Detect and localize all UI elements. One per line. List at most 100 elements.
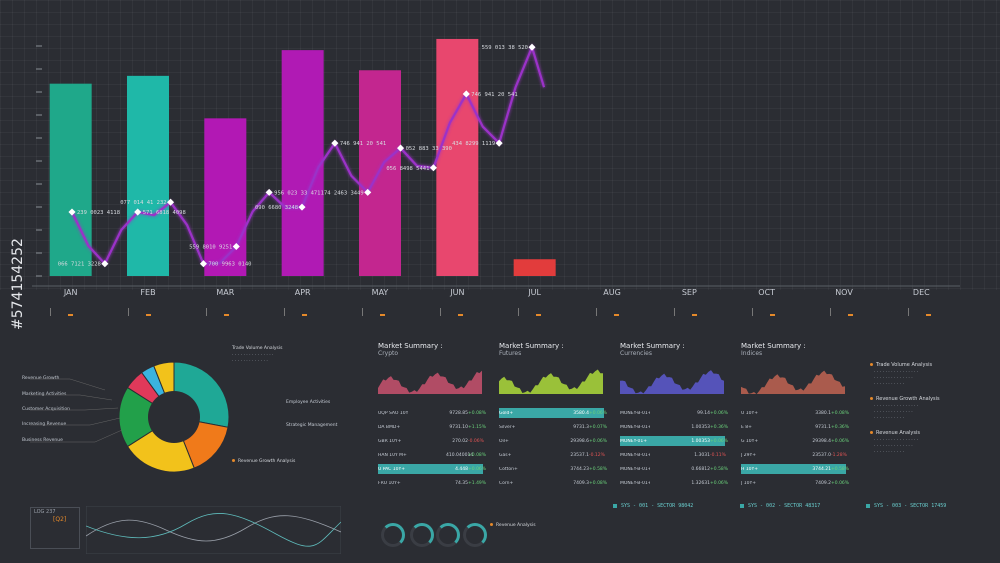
timeline-scrubber[interactable] [30,308,960,318]
month-label-sep: SEP [681,288,697,297]
pie-label-left: Marketing Activities [22,392,67,397]
progress-ring-1 [381,523,405,547]
trend-point [199,260,207,268]
market-summary-title: Market Summary : [378,342,443,350]
month-label-aug: AUG [603,288,621,297]
market-row-change: +0.08% [589,480,608,486]
market-summary-subtitle: Crypto [378,350,399,357]
market-row-change: +1.15% [468,424,487,430]
market-row-name: E 8+ [741,424,752,430]
pie-bottom-title: Revenue Growth Analysis [232,459,295,464]
market-row[interactable]: J 10Y+ 7409.2 +0.06% [741,478,850,488]
scrub-marker [926,314,931,316]
market-summary-panel: Market Summary : Currencies MONEY-B-01+ 99.… [620,342,730,492]
market-row-value: 23537.0 [812,452,831,458]
scrub-marker [146,314,151,316]
market-row[interactable]: U PAC 10Y+ 4.448 +0.06% [378,464,486,474]
mini-area-chart [620,370,724,394]
bar-mar[interactable] [204,118,247,276]
right-panel-text: · · · · · · · · · · · · · · · · · · · · ·… [874,438,919,455]
market-row[interactable]: MONEY-B-01+ 1.3031 -0.11% [620,450,726,460]
bar-apr[interactable] [281,50,324,276]
market-row[interactable]: MONEY-B-01+ 1.32631 +0.06% [620,478,729,488]
trend-point [364,188,372,196]
sector-panel-1: SYS - 001 - SECTOR 98042 [613,503,723,561]
market-row[interactable]: Gas+ 23537.1 -0.12% [499,450,605,460]
market-row-change: +0.06% [710,480,729,486]
progress-ring-2 [410,523,434,547]
log-label: LOG 237 [34,509,56,515]
market-row[interactable]: U 10Y+ 3380.1 +0.08% [741,408,849,418]
scrub-tick [440,308,441,316]
market-row-name: Silver+ [499,424,516,430]
scrub-marker [302,314,307,316]
market-row[interactable]: FRU 10Y+ 74.35 +1.49% [378,478,486,488]
scrub-tick [206,308,207,316]
month-label-jul: JUL [528,288,541,297]
market-row-value: 99.14 [697,410,710,416]
market-row-name: MONEY-01+ [620,438,647,444]
market-row-value: 1.00353 [691,438,710,444]
market-row-change: +0.06% [589,410,608,416]
market-row[interactable]: J 29Y+ 23537.0 -1.28% [741,450,847,460]
trend-point-label: 559 013 38 520 [482,45,528,51]
scrub-marker [770,314,775,316]
market-row[interactable]: Silver+ 9731.3 +0.07% [499,422,607,432]
market-row-value: 29398.6 [570,438,589,444]
market-row[interactable]: MONEY-B-01+ 0.66812 +0.58% [620,464,729,474]
market-row[interactable]: DA BMD+ 9731.10 +1.15% [378,422,487,432]
pie-label-left: Business Revenue [22,438,63,443]
market-row-change: -0.12% [589,452,605,458]
bar-may[interactable] [359,70,401,276]
market-row-change: +0.06% [589,438,608,444]
market-row-change: +0.06% [831,480,850,486]
market-row[interactable]: MONEY-01+ 1.00353 +0.06% [620,436,729,446]
market-row[interactable]: H 10Y+ 3744.21 +0.58% [741,464,849,474]
market-row-value: 3744.23 [570,466,589,472]
scrub-tick [908,308,909,316]
trend-point [167,198,175,206]
bar-feb[interactable] [127,75,169,276]
trend-point [397,144,405,152]
trend-line [71,43,546,266]
progress-ring-4 [463,523,487,547]
scrub-marker [380,314,385,316]
bar-jul[interactable] [513,259,556,276]
bar-jan[interactable] [49,83,92,276]
market-row[interactable]: Corn+ 7409.3 +0.08% [499,478,608,488]
market-row-value: 3380.1 [815,410,831,416]
market-row-value: 0.66812 [691,466,710,472]
market-row[interactable]: Cotton+ 3744.23 +0.58% [499,464,608,474]
market-row[interactable]: HAN 10Y M+ 410.040014 +0.08% [378,450,486,460]
market-row[interactable]: GBR 10Y+ 270.02 -0.06% [378,436,484,446]
market-row-change: +0.06% [710,438,729,444]
market-row[interactable]: Oil+ 29398.6 +0.06% [499,436,608,446]
bar-jun[interactable] [436,38,479,277]
market-row-name: Oil+ [499,438,509,444]
market-row[interactable]: Gold+ 3580.4 +0.06% [499,408,608,418]
market-row[interactable]: UQP SAO 10Y+ 9728.85+0.08% [378,408,486,418]
market-row-change: +0.58% [589,466,608,472]
mini-area-chart [741,370,845,394]
month-label-jun: JUN [450,288,465,297]
market-row-name: U PAC 10Y+ [378,466,405,472]
market-row-change: +0.58% [710,466,729,472]
market-row[interactable]: MONEY-B-01+ 1.00353 +0.36% [620,422,728,432]
market-row-change: -0.06% [468,438,484,444]
donut-slice[interactable] [118,386,175,448]
market-row[interactable]: G 10Y+ 29398.4 +0.06% [741,436,849,446]
market-row[interactable]: MONEY-B-01+ 99.14 +0.06% [620,408,728,418]
pie-description: · · · · · · · · · · · · · · · · · · · · ·… [232,353,274,364]
month-label-oct: OCT [758,288,776,297]
right-panel-text: · · · · · · · · · · · · · · · · · · · · ·… [874,404,919,421]
month-label-dec: DEC [912,288,930,297]
trend-point-label: 956 023 33 471 [274,190,320,196]
scrub-tick [518,308,519,316]
month-label-feb: FEB [140,288,156,297]
scrub-marker [224,314,229,316]
market-row-value: 7409.3 [573,480,589,486]
market-row-name: MONEY-B-01+ [620,424,650,430]
pie-label-left: Customer Acquisition [22,407,70,412]
trend-point-label: 174 2463 3449 [321,190,364,196]
market-row[interactable]: E 8+ 9731.1 +0.36% [741,422,849,432]
